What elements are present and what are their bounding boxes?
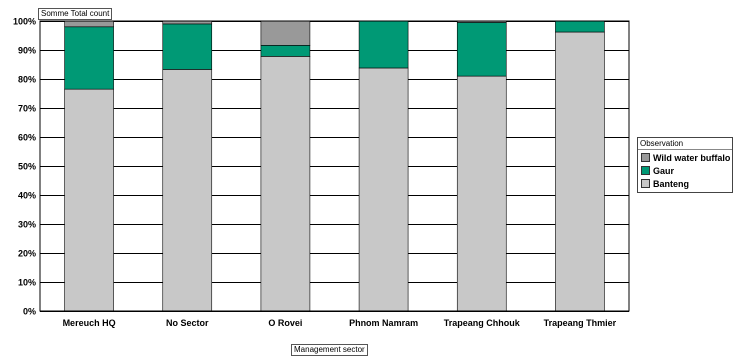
bar-segment-banteng	[163, 69, 212, 311]
legend-swatch	[641, 179, 650, 188]
y-tick-label: 0%	[23, 307, 36, 317]
y-tick-label: 50%	[18, 162, 36, 172]
legend-label: Wild water buffalo	[653, 153, 730, 163]
bar-segment-banteng	[261, 56, 310, 311]
y-tick-label: 80%	[18, 75, 36, 85]
x-category-label: O Rovei	[268, 318, 302, 328]
x-axis-categories: Mereuch HQ No Sector O Rovei Phnom Namram Tr…	[63, 318, 617, 328]
y-tick-label: 60%	[18, 133, 36, 143]
y-axis-ticks: 0% 10% 20% 30% 40% 50% 60% 70% 80% 90% 100%	[13, 17, 36, 317]
bar-segment-banteng	[457, 76, 506, 311]
x-category-label: Mereuch HQ	[63, 318, 116, 328]
bar-segment-wild-water-buffalo	[261, 21, 310, 45]
y-tick-label: 40%	[18, 191, 36, 201]
y-tick-label: 10%	[18, 278, 36, 288]
bar-segment-banteng	[555, 32, 604, 311]
legend-label: Gaur	[653, 166, 674, 176]
y-tick-label: 100%	[13, 17, 36, 27]
legend-label: Banteng	[653, 179, 689, 189]
bar-segment-gaur	[261, 45, 310, 56]
bar-segment-gaur	[359, 21, 408, 68]
bar-segment-gaur	[555, 21, 604, 32]
bar-segment-banteng	[359, 68, 408, 311]
bar-segment-banteng	[65, 89, 114, 311]
legend-swatch	[641, 153, 650, 162]
bar-segment-gaur	[163, 24, 212, 70]
data-field-button[interactable]: Somme Total count	[38, 8, 112, 20]
y-tick-label: 20%	[18, 249, 36, 259]
bar-segment-gaur	[457, 22, 506, 76]
bar-segment-wild-water-buffalo	[65, 21, 114, 27]
legend-title[interactable]: Observation	[638, 138, 732, 150]
x-axis-field-button[interactable]: Management sector	[291, 344, 368, 356]
x-category-label: No Sector	[166, 318, 209, 328]
x-category-label: Trapeang Chhouk	[444, 318, 521, 328]
x-category-label: Trapeang Thmier	[544, 318, 617, 328]
legend-swatch	[641, 166, 650, 175]
bar-segment-gaur	[65, 27, 114, 89]
y-tick-label: 70%	[18, 104, 36, 114]
legend-item: Banteng	[641, 178, 689, 190]
x-category-label: Phnom Namram	[349, 318, 418, 328]
y-tick-label: 30%	[18, 220, 36, 230]
legend-item: Wild water buffalo	[641, 152, 730, 164]
y-tick-label: 90%	[18, 46, 36, 56]
legend: Observation Wild water buffalo Gaur Banten…	[637, 137, 733, 193]
legend-item: Gaur	[641, 165, 674, 177]
